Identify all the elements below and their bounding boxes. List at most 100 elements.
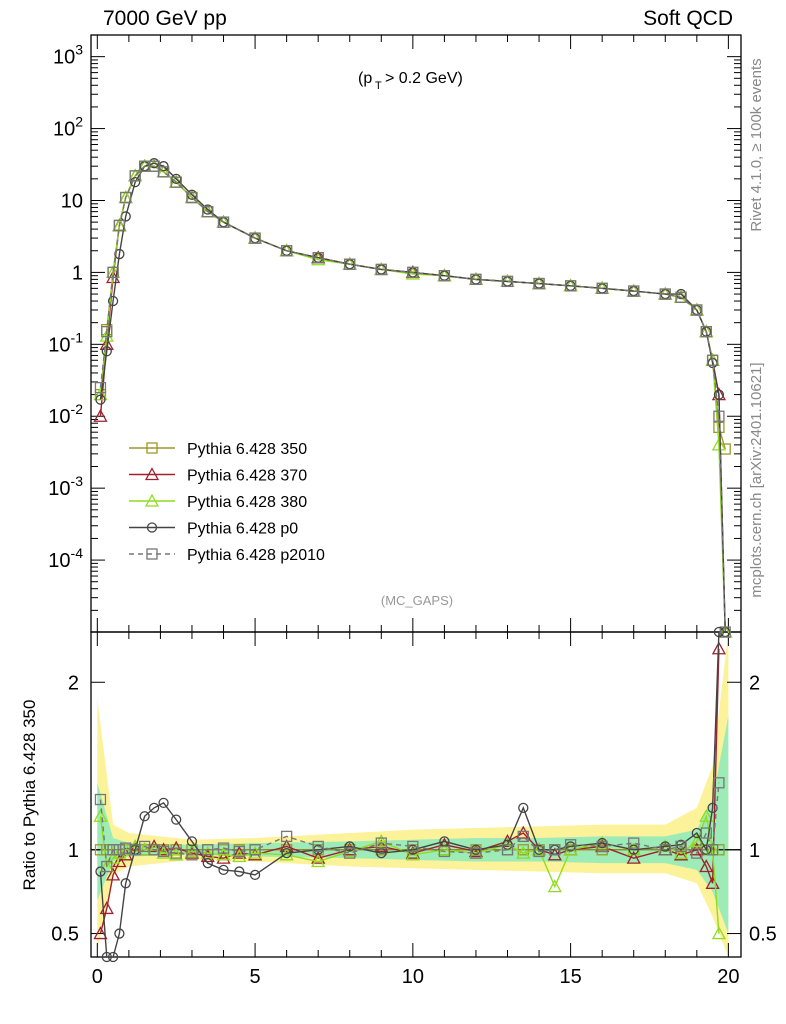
ratio-point-3	[518, 802, 529, 814]
ratio-point-2	[184, 844, 200, 858]
ratio-point-2	[169, 847, 184, 861]
main-point-4	[280, 245, 293, 257]
main-point-2	[711, 437, 727, 451]
ratio-point-3	[202, 858, 213, 869]
ratio-point-1	[156, 842, 171, 856]
main-point-4	[564, 280, 577, 292]
ratio-point-4	[691, 847, 703, 859]
ratio-point-1	[93, 926, 108, 940]
ratio-point-0	[94, 844, 107, 856]
legend-marker-3	[146, 522, 158, 533]
main-point-4	[501, 275, 514, 288]
main-point-3	[114, 248, 125, 260]
ratio-point-4	[375, 837, 387, 849]
ratio-point-3	[171, 814, 182, 825]
main-point-4	[249, 232, 261, 244]
ratio-point-1	[673, 847, 689, 861]
main-point-4	[94, 381, 107, 394]
main-ytick-label: 10-3	[48, 473, 83, 500]
ratio-point-4	[217, 842, 230, 854]
ratio-ytick-label: 2	[68, 672, 79, 694]
xtick-label: 0	[92, 966, 103, 988]
legend-marker-2	[144, 493, 160, 507]
annotation-subscript: T	[375, 80, 382, 92]
main-plot-frame	[90, 34, 742, 633]
main-ytick-label: 102	[53, 114, 83, 141]
legend-label-3: Pythia 6.428 p0	[187, 521, 298, 538]
ratio-ytick-label: 0.5	[51, 924, 79, 946]
ratio-point-3	[139, 811, 150, 822]
ratio-point-4	[157, 845, 170, 858]
ratio-point-3	[234, 866, 245, 877]
ratio-point-4	[170, 847, 182, 859]
ratio-point-4	[470, 847, 482, 859]
main-point-4	[628, 285, 640, 297]
main-point-3	[130, 176, 141, 188]
side-label-bottom: mcplots.cern.ch [arXiv:2401.10621]	[748, 362, 765, 597]
main-point-3	[107, 295, 119, 307]
legend-label-2: Pythia 6.428 380	[187, 494, 307, 511]
ratio-point-4	[344, 847, 356, 859]
ratio-point-4	[713, 777, 725, 789]
ratio-point-2	[699, 808, 714, 822]
ratio-point-3	[281, 847, 292, 859]
ratio-point-4	[94, 793, 107, 806]
annotation-prefix: (p	[358, 70, 372, 87]
xtick-label: 15	[559, 966, 581, 988]
ratio-point-4	[407, 840, 419, 853]
main-point-4	[659, 288, 671, 300]
ratio-point-4	[501, 844, 514, 856]
ratio-point-2	[279, 847, 294, 861]
main-point-4	[101, 326, 113, 338]
ratio-point-4	[549, 844, 561, 856]
ratio-point-2	[405, 847, 420, 861]
main-ytick-label: 10-2	[48, 401, 83, 428]
legend-label-4: Pythia 6.428 p2010	[187, 547, 325, 564]
main-point-4	[375, 263, 387, 276]
ratio-point-0	[101, 844, 113, 856]
main-point-4	[113, 219, 126, 232]
ratio-point-1	[147, 839, 162, 853]
ratio-point-2	[374, 834, 389, 848]
ratio-point-3	[148, 802, 160, 814]
main-point-2	[112, 218, 127, 232]
ratio-point-2	[247, 845, 263, 859]
main-point-2	[311, 252, 326, 266]
main-point-3	[95, 394, 106, 405]
main-point-4	[107, 266, 119, 279]
ratio-plot-frame	[90, 631, 742, 958]
ratio-point-1	[112, 854, 127, 868]
header-left: 7000 GeV pp	[103, 7, 227, 30]
ratio-point-1	[711, 641, 727, 655]
main-point-4	[186, 191, 198, 204]
ratio-point-2	[437, 842, 452, 856]
main-point-4	[148, 160, 160, 172]
ratio-point-1	[626, 850, 641, 864]
ratio-point-1	[105, 867, 121, 881]
main-point-4	[202, 205, 214, 218]
ratio-point-4	[596, 840, 608, 853]
ratio-point-3	[186, 836, 198, 847]
main-point-4	[691, 304, 703, 316]
ratio-ytick-label-right: 2	[749, 672, 760, 694]
ratio-point-2	[216, 847, 231, 861]
main-point-4	[120, 191, 132, 204]
header-right: Soft QCD	[643, 7, 733, 30]
main-point-1	[93, 408, 108, 422]
main-point-4	[675, 291, 687, 303]
main-point-4	[700, 326, 712, 338]
legend-marker-0	[146, 442, 158, 454]
ratio-point-4	[101, 860, 113, 873]
main-point-4	[344, 258, 356, 270]
main-point-4	[470, 273, 482, 286]
ratio-point-4	[659, 844, 671, 856]
main-point-4	[312, 252, 324, 264]
main-point-4	[706, 354, 719, 366]
ratio-point-1	[468, 844, 484, 858]
ratio-point-4	[517, 830, 529, 843]
ratio-point-4	[706, 844, 719, 856]
ratio-point-3	[713, 626, 725, 638]
ratio-point-4	[564, 839, 577, 851]
ratio-point-3	[218, 864, 229, 876]
main-point-4	[407, 266, 419, 279]
